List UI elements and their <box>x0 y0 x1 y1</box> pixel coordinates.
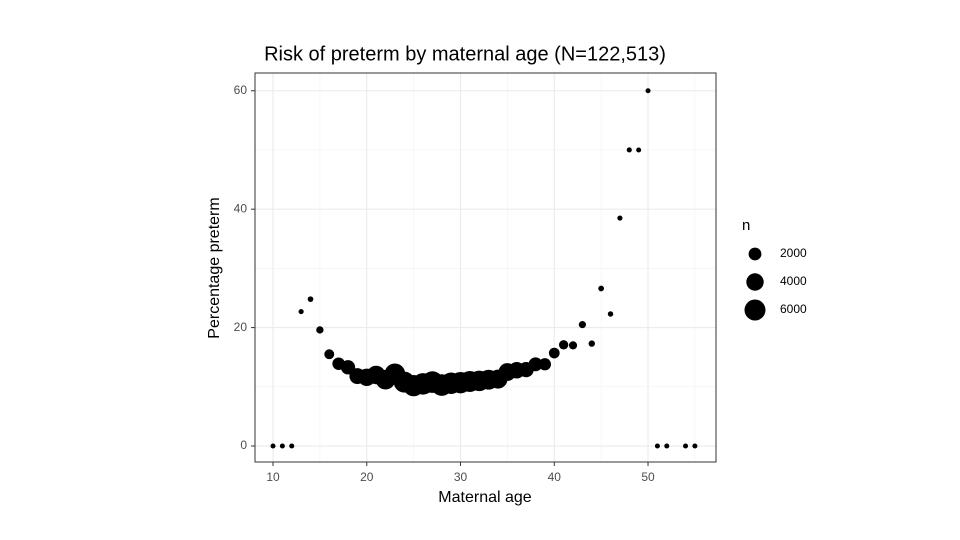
panel-border <box>254 72 717 463</box>
bubble <box>626 147 632 153</box>
y-axis-label: Percentage preterm <box>206 197 223 338</box>
bubble <box>298 309 304 315</box>
x-tick-label: 10 <box>266 470 280 484</box>
bubble <box>324 349 335 360</box>
x-tick-label: 30 <box>454 470 468 484</box>
bubble <box>645 88 651 94</box>
x-tick-label: 50 <box>641 470 655 484</box>
x-tick-label: 20 <box>360 470 374 484</box>
x-axis-label: Maternal age <box>438 489 531 506</box>
bubble <box>617 215 623 221</box>
bubble <box>607 311 614 317</box>
y-tick-label: 0 <box>240 438 247 452</box>
bubble <box>538 358 552 371</box>
x-tick-label: 40 <box>548 470 562 484</box>
bubble <box>578 321 587 329</box>
y-tick-label: 40 <box>234 201 248 215</box>
bubble <box>528 357 543 372</box>
y-tick-label: 20 <box>234 320 248 334</box>
legend-title: n <box>742 217 750 234</box>
legend-label: 6000 <box>780 302 807 316</box>
legend-label: 2000 <box>780 246 807 260</box>
bubble <box>636 147 642 153</box>
bubble <box>664 443 670 449</box>
bubble <box>289 443 295 449</box>
bubble <box>683 443 689 449</box>
bubble <box>316 326 324 334</box>
legend-label: 4000 <box>780 274 807 288</box>
bubble <box>558 340 569 350</box>
bubble <box>307 296 314 303</box>
bubble <box>598 285 605 292</box>
chart-title: Risk of preterm by maternal age (N=122,5… <box>264 43 666 65</box>
bubble <box>568 341 578 350</box>
legend-key <box>746 273 764 291</box>
bubble <box>548 347 560 359</box>
bubble <box>588 340 595 347</box>
legend-key <box>744 299 766 321</box>
bubble <box>654 443 660 449</box>
legend-key <box>748 247 762 261</box>
bubble <box>279 443 285 449</box>
bubble <box>270 443 276 449</box>
y-tick-label: 60 <box>234 83 248 97</box>
bubble <box>692 443 698 449</box>
